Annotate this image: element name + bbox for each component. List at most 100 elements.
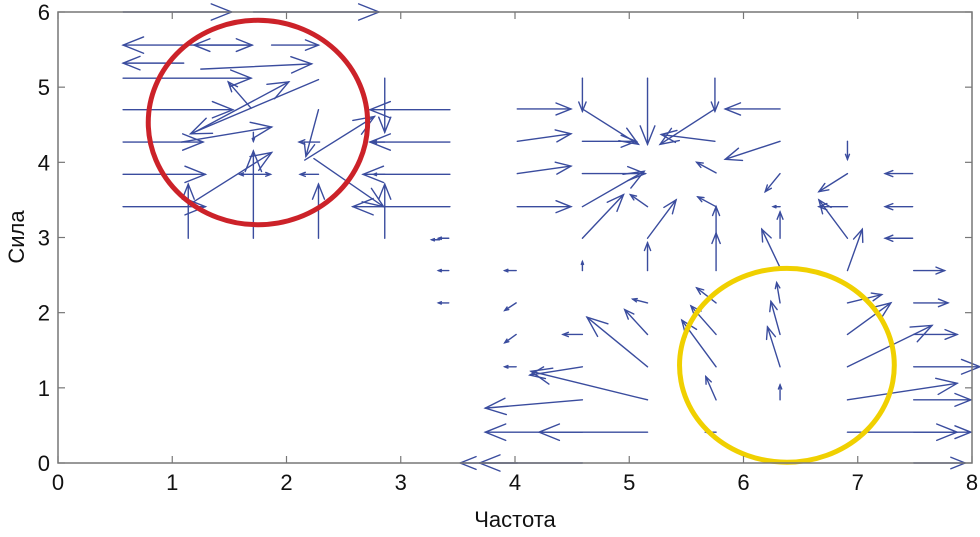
arrow-head <box>361 165 385 184</box>
arrow-shaft <box>530 370 649 401</box>
arrow <box>483 423 584 442</box>
arrow-head <box>184 165 208 184</box>
arrow <box>711 231 721 272</box>
arrow-head <box>429 237 436 242</box>
arrow-shaft <box>646 199 677 239</box>
arrow <box>298 171 320 178</box>
arrow-shaft <box>775 281 781 304</box>
arrow <box>516 161 573 175</box>
arrow-shaft <box>846 228 864 272</box>
arrow-head <box>237 172 245 177</box>
arrow-head <box>817 198 832 215</box>
arrow-head <box>371 172 378 177</box>
arrow-head <box>436 236 443 241</box>
x-tick-label: 7 <box>852 470 864 495</box>
arrow-shaft <box>305 109 320 158</box>
arrow-head <box>723 102 742 116</box>
arrow-shaft <box>187 151 273 206</box>
arrow-head <box>710 101 720 114</box>
arrow-head <box>371 140 378 145</box>
arrow-shaft <box>516 165 572 175</box>
arrow-head <box>368 133 392 151</box>
arrow <box>696 196 717 208</box>
arrow <box>429 237 441 242</box>
arrow-head <box>311 182 326 200</box>
arrow-head <box>620 134 638 148</box>
arrow-shaft <box>200 63 313 70</box>
arrow-head <box>350 197 374 216</box>
arrow-head <box>711 231 721 245</box>
arrow <box>695 286 717 304</box>
arrow-head <box>658 127 681 146</box>
arrow <box>378 182 392 239</box>
arrow <box>723 102 781 116</box>
arrow <box>187 151 274 206</box>
arrow-head <box>696 196 705 203</box>
arrow <box>846 301 893 336</box>
arrow-head <box>580 259 585 266</box>
x-axis-label: Частота <box>474 507 556 532</box>
arrow-shaft <box>484 399 584 409</box>
arrow-head <box>266 81 291 100</box>
x-tick-label: 5 <box>623 470 635 495</box>
arrow-head <box>121 55 141 71</box>
arrow-head <box>774 280 781 290</box>
arrow-head <box>378 116 392 135</box>
y-tick-label: 6 <box>38 0 50 25</box>
arrow-head <box>361 187 386 208</box>
arrow <box>122 100 235 119</box>
arrow-head <box>844 153 851 162</box>
arrow <box>760 227 781 269</box>
x-tick-label: 6 <box>737 470 749 495</box>
arrow <box>883 234 914 243</box>
arrow-head <box>777 382 783 390</box>
arrow <box>252 171 273 177</box>
arrow-shaft <box>766 326 781 368</box>
arrow <box>846 227 864 272</box>
arrow <box>883 202 914 211</box>
arrow <box>436 268 450 273</box>
arrow <box>913 328 960 340</box>
arrow-head <box>181 182 195 200</box>
arrow-head <box>529 367 554 385</box>
arrow-shaft <box>516 133 572 142</box>
arrow <box>251 131 256 144</box>
arrow-shaft <box>695 161 717 174</box>
arrow-shaft <box>504 333 517 344</box>
arrow-head <box>303 141 316 159</box>
arrow <box>190 81 291 135</box>
arrow-head <box>503 306 510 312</box>
arrow <box>483 397 584 416</box>
arrow-head <box>554 161 573 175</box>
arrow <box>502 364 517 369</box>
arrow-shaft <box>660 133 716 142</box>
y-tick-label: 5 <box>38 75 50 100</box>
arrow-head <box>554 129 573 143</box>
arrow <box>529 367 649 401</box>
arrow <box>561 331 584 338</box>
arrow-head <box>188 117 214 135</box>
arrow-head <box>852 227 864 244</box>
arrow <box>913 358 980 375</box>
arrow-shaft <box>764 172 781 193</box>
y-tick-label: 0 <box>38 451 50 476</box>
arrow <box>639 77 656 147</box>
arrow-head <box>251 137 256 144</box>
arrow <box>578 77 587 114</box>
arrow <box>122 69 253 88</box>
arrow <box>371 140 386 145</box>
arrow <box>188 78 320 135</box>
arrow-head <box>436 301 443 305</box>
arrow-head <box>764 184 773 194</box>
arrow-head <box>249 121 274 140</box>
arrow <box>846 377 960 401</box>
arrow-shaft <box>190 81 290 135</box>
arrow-head <box>627 165 648 182</box>
arrow-shaft <box>761 228 781 269</box>
arrow-head <box>483 397 508 416</box>
arrow <box>913 425 973 440</box>
arrow <box>694 161 717 174</box>
x-tick-label: 8 <box>966 470 978 495</box>
arrow <box>436 301 450 305</box>
